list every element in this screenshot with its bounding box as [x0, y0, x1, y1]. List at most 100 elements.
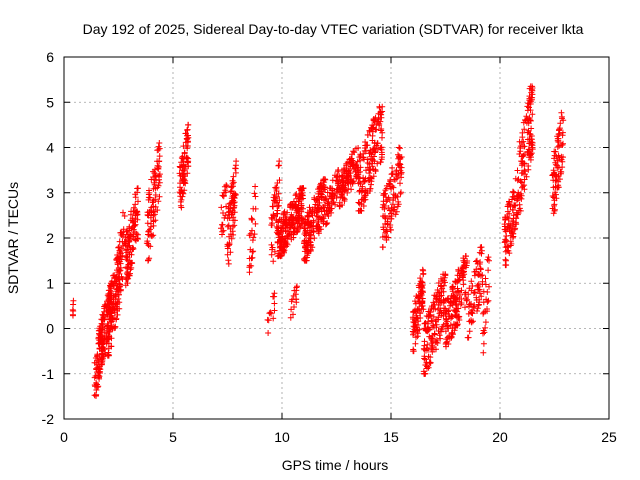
data-point: [557, 120, 564, 127]
data-point: [225, 260, 232, 267]
data-point: [276, 177, 283, 184]
data-point: [366, 161, 373, 168]
data-point: [225, 222, 232, 229]
data-point: [154, 165, 161, 172]
data-point: [507, 238, 514, 245]
data-point: [442, 271, 449, 278]
data-point: [387, 226, 394, 233]
data-point: [144, 220, 151, 227]
data-point: [178, 159, 185, 166]
data-point: [227, 225, 234, 232]
data-point: [458, 296, 465, 302]
data-point: [476, 286, 483, 293]
data-point: [357, 151, 364, 158]
data-point: [314, 225, 321, 232]
data-point: [185, 121, 192, 128]
y-tick-label: 0: [46, 321, 54, 337]
data-point: [363, 147, 369, 154]
data-point: [128, 264, 135, 271]
data-point: [319, 217, 326, 223]
data-point: [385, 234, 392, 241]
data-point: [223, 182, 230, 189]
data-point: [474, 257, 480, 264]
data-point: [311, 204, 318, 211]
data-point: [70, 301, 77, 308]
data-point: [486, 257, 492, 264]
data-point: [230, 173, 237, 180]
data-point: [551, 155, 558, 162]
data-point: [290, 311, 296, 318]
data-point: [551, 206, 558, 213]
chart-title: Day 192 of 2025, Sidereal Day-to-day VTE…: [83, 21, 584, 37]
data-point: [220, 193, 227, 200]
data-point: [332, 201, 339, 208]
data-point: [426, 333, 433, 340]
data-point: [274, 239, 281, 246]
data-point: [461, 262, 468, 268]
data-point: [419, 288, 426, 295]
data-point: [115, 295, 122, 302]
data-point: [275, 218, 282, 225]
data-point: [525, 127, 532, 134]
x-tick-label: 25: [601, 429, 617, 445]
data-point: [502, 238, 509, 245]
data-point: [370, 124, 377, 131]
data-point: [329, 177, 336, 184]
data-point: [366, 150, 373, 157]
data-point: [361, 156, 367, 163]
data-point: [335, 180, 342, 187]
data-point: [251, 190, 258, 197]
data-point: [120, 209, 126, 216]
data-point: [324, 200, 331, 207]
data-point: [288, 236, 295, 243]
data-point: [145, 228, 152, 235]
data-point: [471, 289, 478, 296]
data-point: [420, 306, 427, 313]
data-point: [272, 195, 279, 202]
data-point: [273, 185, 280, 192]
data-point: [229, 197, 236, 204]
data-point: [413, 312, 420, 319]
data-point: [382, 190, 388, 197]
data-point: [248, 262, 255, 269]
data-point: [413, 334, 419, 341]
data-point: [134, 189, 141, 196]
data-point: [271, 300, 278, 307]
data-point: [367, 174, 374, 181]
data-point: [529, 111, 536, 118]
data-point: [398, 189, 404, 196]
data-point: [274, 225, 281, 232]
data-point: [449, 325, 456, 332]
data-point: [391, 204, 398, 211]
data-point: [475, 301, 482, 308]
data-point: [554, 162, 561, 169]
data-point: [442, 328, 449, 335]
data-point: [292, 205, 299, 212]
data-point: [429, 318, 436, 324]
data-point: [134, 231, 141, 238]
data-point: [229, 177, 236, 184]
data-point: [278, 252, 285, 259]
data-point: [275, 202, 282, 209]
data-point: [416, 295, 423, 302]
data-point: [227, 249, 234, 256]
data-point: [271, 307, 278, 314]
data-point: [386, 213, 392, 220]
data-point: [147, 243, 154, 250]
data-point: [449, 284, 456, 291]
data-point: [112, 279, 119, 285]
data-point: [267, 309, 274, 316]
data-point: [392, 211, 399, 218]
x-tick-label: 0: [60, 429, 68, 445]
data-point: [505, 220, 512, 227]
data-point: [560, 140, 566, 147]
data-point: [361, 178, 368, 184]
data-point: [552, 148, 559, 155]
data-point: [428, 337, 435, 344]
data-point: [108, 335, 115, 342]
x-tick-label: 10: [274, 429, 290, 445]
data-point: [107, 292, 114, 299]
data-point: [127, 211, 134, 218]
data-point: [99, 311, 106, 318]
